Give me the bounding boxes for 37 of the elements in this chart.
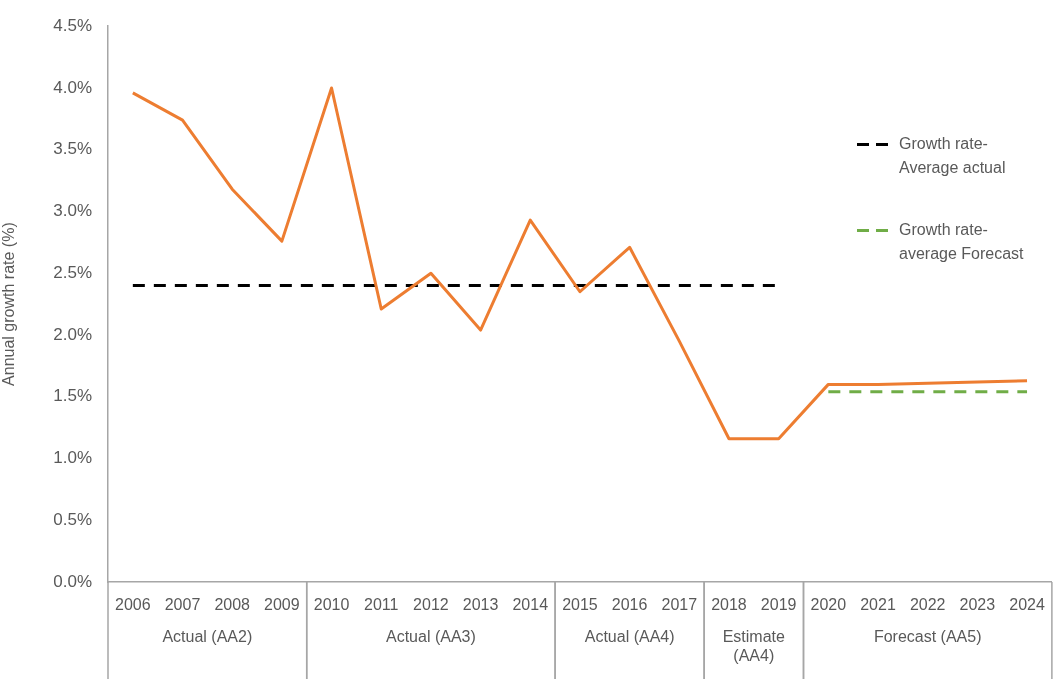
x-tick-label: 2024 — [1009, 596, 1045, 614]
x-tick-label: 2006 — [115, 596, 151, 614]
y-tick-label: 3.5% — [53, 139, 92, 159]
y-tick-label: 0.0% — [53, 571, 92, 591]
x-tick-label: 2012 — [413, 596, 449, 614]
x-tick-label: 2015 — [562, 596, 598, 614]
x-tick-label: 2009 — [264, 596, 300, 614]
legend-label: Growth rate-average Forecast — [899, 220, 1025, 264]
x-tick-label: 2008 — [214, 596, 251, 614]
text: Estimate (AA4) — [722, 628, 786, 665]
y-axis-title: Annual growth rate (%) — [0, 222, 18, 386]
text: Actual (AA3) — [386, 628, 476, 646]
x-tick-label: 2020 — [810, 596, 847, 614]
y-tick-label: 4.0% — [53, 77, 92, 97]
y-tick-label: 1.0% — [53, 448, 92, 468]
y-tick-label: 0.5% — [53, 509, 92, 529]
x-tick-label: 2017 — [661, 596, 698, 614]
text: Actual (AA2) — [162, 628, 253, 646]
x-tick-label: 2010 — [313, 596, 350, 614]
x-tick-label: 2011 — [364, 596, 399, 614]
x-tick-label: 2016 — [611, 596, 648, 614]
x-tick-label: 2019 — [760, 596, 797, 614]
x-tick-label: 2013 — [462, 596, 499, 614]
x-tick-label: 2018 — [711, 596, 747, 614]
x-tick-label: 2023 — [959, 596, 996, 614]
y-tick-label: 2.0% — [53, 324, 92, 344]
x-tick-label: 2021 — [860, 596, 896, 614]
text: Actual (AA4) — [584, 628, 675, 646]
y-tick-label: 4.5% — [53, 15, 92, 35]
text: Forecast (AA5) — [873, 628, 982, 646]
y-tick-label: 2.5% — [53, 262, 92, 282]
y-tick-label: 1.5% — [53, 386, 92, 406]
x-tick-label: 2014 — [512, 596, 549, 614]
legend-label: Growth rate-Average actual — [899, 134, 1007, 178]
y-tick-label: 3.0% — [53, 201, 92, 221]
x-tick-label: 2007 — [164, 596, 201, 614]
x-tick-label: 2022 — [909, 596, 946, 614]
